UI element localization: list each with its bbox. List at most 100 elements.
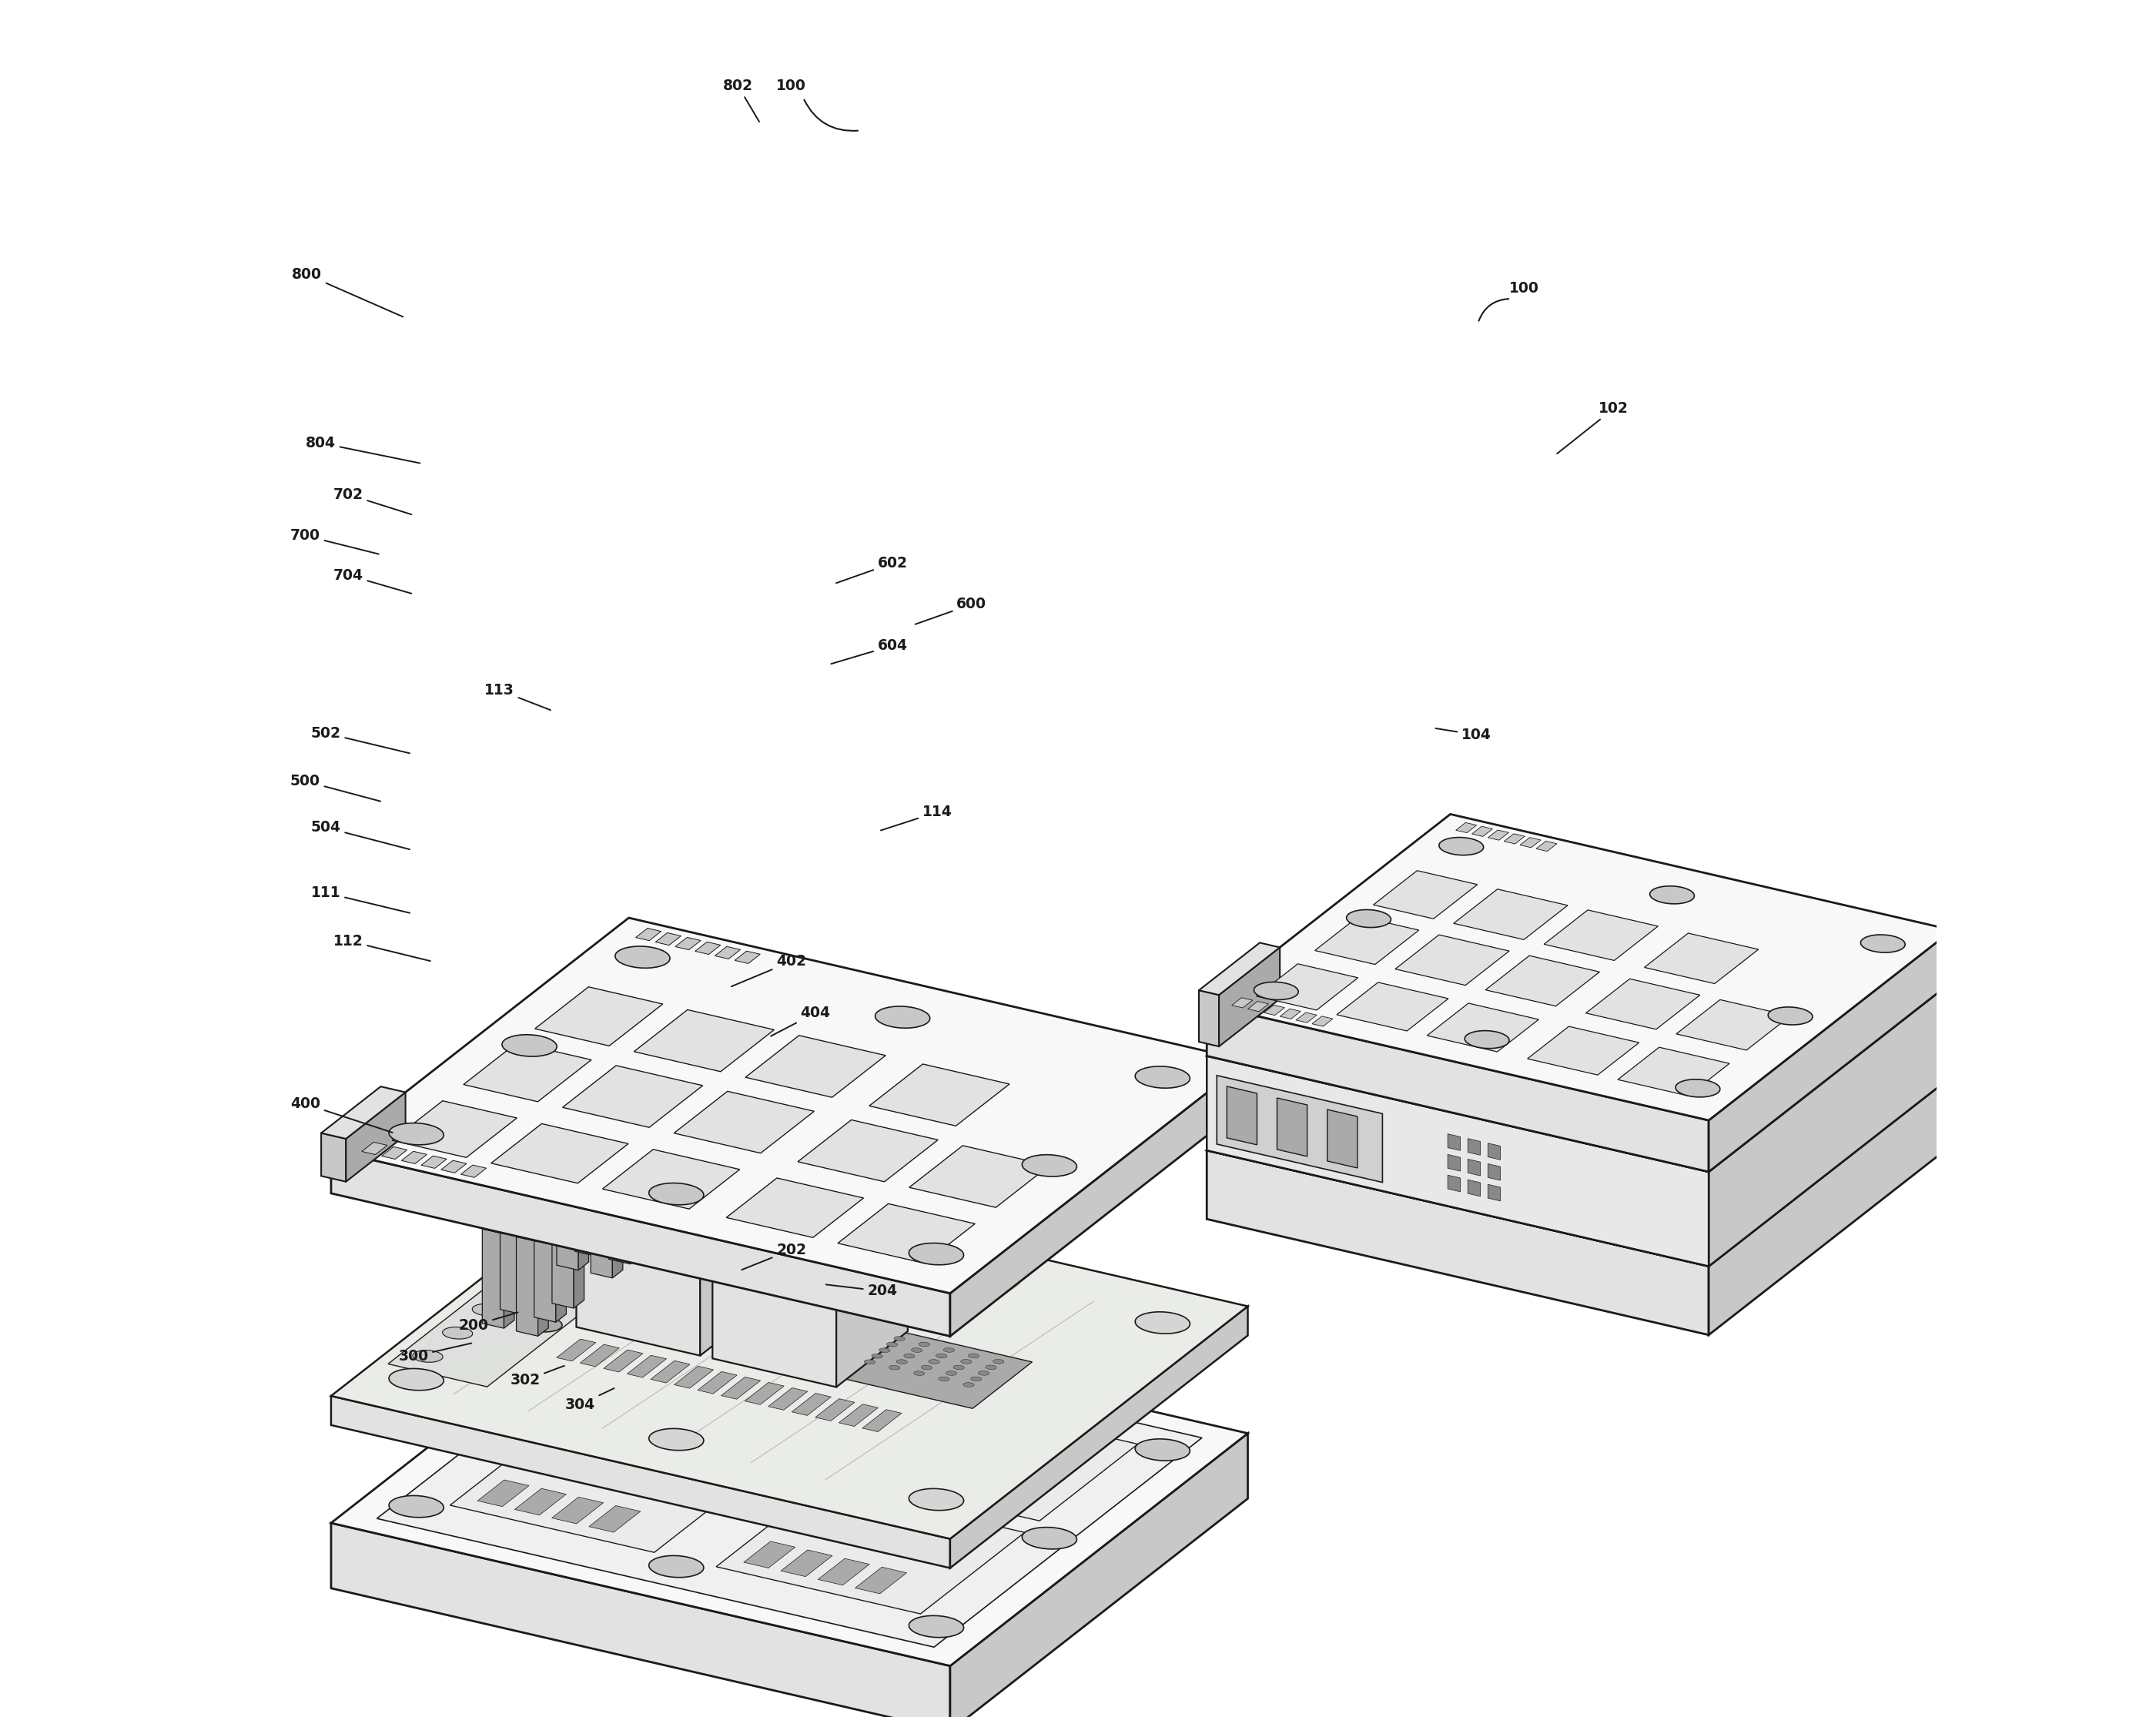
Polygon shape (561, 1204, 576, 1210)
Polygon shape (530, 1310, 556, 1320)
Polygon shape (1207, 1056, 1710, 1265)
Polygon shape (780, 1216, 796, 1262)
Text: 804: 804 (306, 436, 420, 464)
Polygon shape (1861, 1080, 1906, 1099)
Polygon shape (985, 1365, 996, 1370)
Polygon shape (461, 1166, 487, 1178)
Text: 600: 600 (914, 598, 987, 625)
Polygon shape (552, 1200, 584, 1214)
Polygon shape (1227, 1087, 1257, 1145)
Polygon shape (1207, 814, 1953, 1119)
Polygon shape (582, 1152, 599, 1159)
Polygon shape (1022, 1526, 1076, 1549)
Polygon shape (1199, 991, 1218, 1046)
Polygon shape (951, 1061, 1248, 1336)
Polygon shape (690, 1188, 696, 1238)
Polygon shape (671, 1168, 796, 1281)
Polygon shape (1337, 982, 1449, 1030)
Polygon shape (671, 1405, 722, 1430)
Polygon shape (1263, 1004, 1285, 1015)
Polygon shape (890, 1138, 897, 1186)
Text: 702: 702 (334, 488, 412, 515)
Polygon shape (694, 943, 720, 955)
Polygon shape (1675, 1080, 1720, 1097)
Polygon shape (875, 1135, 897, 1144)
Polygon shape (332, 919, 1248, 1293)
Polygon shape (910, 1489, 964, 1511)
Polygon shape (1861, 934, 1906, 953)
Polygon shape (517, 1200, 539, 1300)
Polygon shape (388, 1368, 444, 1391)
Polygon shape (910, 1616, 964, 1638)
Text: 114: 114 (882, 805, 953, 831)
Polygon shape (1505, 834, 1524, 843)
Polygon shape (796, 1140, 867, 1281)
Polygon shape (869, 1065, 1009, 1126)
Polygon shape (1649, 1032, 1695, 1049)
Polygon shape (1255, 1128, 1298, 1145)
Polygon shape (1207, 865, 1953, 1171)
Polygon shape (608, 1164, 630, 1264)
Text: 100: 100 (776, 79, 806, 93)
Polygon shape (1199, 943, 1281, 994)
Polygon shape (1348, 910, 1391, 927)
Polygon shape (886, 1343, 897, 1346)
Polygon shape (382, 1147, 407, 1159)
Polygon shape (944, 1348, 955, 1353)
Polygon shape (617, 1159, 634, 1166)
Polygon shape (1216, 1075, 1382, 1183)
Polygon shape (597, 1387, 649, 1413)
Polygon shape (837, 1245, 908, 1387)
Polygon shape (1257, 963, 1358, 1010)
Polygon shape (785, 1114, 793, 1162)
Polygon shape (1313, 1016, 1332, 1027)
Polygon shape (442, 1327, 472, 1339)
Polygon shape (500, 1216, 522, 1314)
Text: 504: 504 (310, 821, 410, 850)
Polygon shape (1468, 1138, 1481, 1156)
Polygon shape (671, 1111, 867, 1195)
Polygon shape (744, 1542, 796, 1568)
Polygon shape (589, 1506, 640, 1532)
Polygon shape (897, 1360, 908, 1363)
Polygon shape (931, 1171, 1003, 1312)
Polygon shape (903, 1353, 914, 1358)
Polygon shape (442, 1161, 466, 1173)
Polygon shape (602, 1149, 740, 1209)
Polygon shape (515, 1229, 548, 1241)
Polygon shape (770, 1116, 785, 1162)
Polygon shape (539, 1233, 548, 1336)
Polygon shape (856, 1568, 908, 1593)
Polygon shape (740, 1104, 761, 1113)
Polygon shape (321, 1133, 345, 1181)
Polygon shape (565, 1166, 580, 1173)
Polygon shape (1248, 1001, 1268, 1011)
Polygon shape (834, 1398, 1138, 1521)
Polygon shape (517, 1193, 550, 1205)
Text: 111: 111 (310, 886, 410, 913)
Polygon shape (392, 1101, 517, 1157)
Polygon shape (1675, 1226, 1720, 1243)
Polygon shape (811, 1216, 832, 1226)
Polygon shape (604, 1350, 642, 1372)
Polygon shape (388, 1123, 444, 1145)
Polygon shape (321, 1087, 405, 1138)
Polygon shape (556, 1171, 578, 1271)
Polygon shape (1649, 886, 1695, 903)
Polygon shape (791, 1392, 830, 1415)
Polygon shape (675, 1190, 690, 1238)
Text: 100: 100 (1509, 282, 1539, 295)
Polygon shape (946, 1372, 957, 1375)
Polygon shape (362, 1142, 388, 1154)
Polygon shape (970, 1377, 981, 1380)
Polygon shape (979, 1370, 990, 1375)
Polygon shape (1207, 1056, 1710, 1265)
Polygon shape (1488, 1144, 1501, 1159)
Polygon shape (895, 1336, 906, 1341)
Polygon shape (906, 1147, 921, 1195)
Polygon shape (675, 937, 701, 950)
Polygon shape (412, 1350, 442, 1362)
Polygon shape (862, 1410, 901, 1432)
Polygon shape (1438, 984, 1483, 1001)
Polygon shape (1328, 1109, 1358, 1168)
